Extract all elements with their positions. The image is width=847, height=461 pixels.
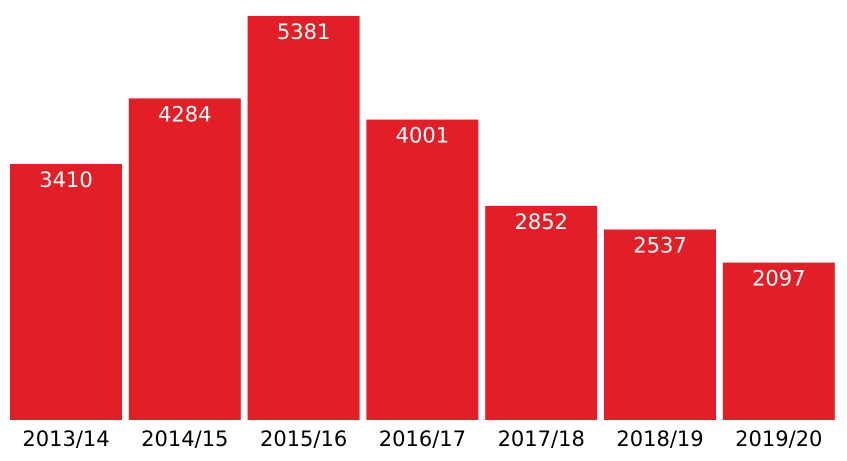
data-label-2019-20: 2097 — [752, 267, 805, 291]
bar-2018-19 — [604, 229, 716, 420]
x-tick-label-2014-15: 2014/15 — [141, 427, 228, 451]
data-label-2013-14: 3410 — [39, 168, 92, 192]
x-tick-label-2013-14: 2013/14 — [22, 427, 109, 451]
bar-2014-15 — [128, 98, 241, 421]
x-tick-label-2019-20: 2019/20 — [735, 427, 822, 451]
data-label-2016-17: 4001 — [396, 124, 449, 148]
data-labels-group: 3410 4284 5381 4001 2852 2537 2097 — [39, 20, 805, 291]
bar-2019-20 — [722, 262, 835, 420]
bar-2015-16 — [247, 16, 360, 420]
x-tick-label-2018-19: 2018/19 — [616, 427, 703, 451]
bar-2013-14 — [10, 164, 122, 420]
bars-group — [10, 16, 835, 421]
bar-2016-17 — [366, 119, 479, 420]
x-axis-ticks: 2013/14 2014/15 2015/16 2016/17 2017/18 2018/… — [22, 427, 822, 451]
x-tick-label-2015-16: 2015/16 — [260, 427, 347, 451]
data-label-2017-18: 2852 — [514, 210, 567, 234]
data-label-2015-16: 5381 — [277, 20, 330, 44]
data-label-2018-19: 2537 — [633, 234, 686, 258]
x-tick-label-2016-17: 2016/17 — [379, 427, 466, 451]
bar-2017-18 — [485, 205, 598, 420]
data-label-2014-15: 4284 — [158, 102, 211, 126]
x-tick-label-2017-18: 2017/18 — [498, 427, 585, 451]
